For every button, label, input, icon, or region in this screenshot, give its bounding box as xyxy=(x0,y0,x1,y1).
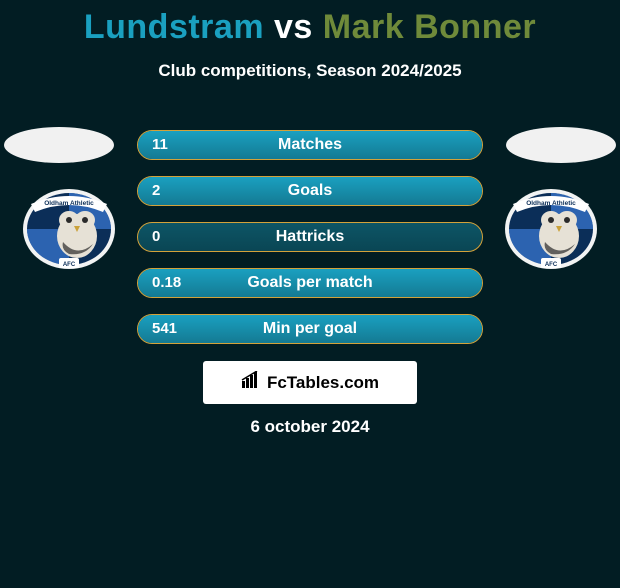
stat-label: Hattricks xyxy=(138,223,482,251)
stats-panel: 11Matches 2Goals 0Hattricks 0.18Goals per m… xyxy=(137,130,483,360)
stat-row: 541Min per goal xyxy=(137,314,483,344)
club-crest-left: Oldham Athletic AFC xyxy=(19,186,119,272)
stat-row: 0Hattricks xyxy=(137,222,483,252)
club-crest-right: Oldham Athletic AFC xyxy=(501,186,601,272)
brand-box: FcTables.com xyxy=(203,361,417,404)
title-player2: Mark Bonner xyxy=(323,8,536,46)
svg-text:Oldham Athletic: Oldham Athletic xyxy=(44,200,94,207)
stat-label: Matches xyxy=(138,131,482,159)
stat-label: Min per goal xyxy=(138,315,482,343)
svg-text:AFC: AFC xyxy=(63,262,76,268)
stat-label: Goals xyxy=(138,177,482,205)
stat-label: Goals per match xyxy=(138,269,482,297)
date-text: 6 october 2024 xyxy=(0,417,620,437)
chart-icon xyxy=(241,371,263,394)
svg-text:Oldham Athletic: Oldham Athletic xyxy=(526,200,576,207)
subtitle: Club competitions, Season 2024/2025 xyxy=(0,61,620,81)
stat-row: 2Goals xyxy=(137,176,483,206)
brand-text: FcTables.com xyxy=(267,373,379,393)
page-title: Lundstram vs Mark Bonner xyxy=(0,8,620,47)
svg-text:AFC: AFC xyxy=(545,262,558,268)
title-vs: vs xyxy=(264,8,323,46)
stat-row: 0.18Goals per match xyxy=(137,268,483,298)
title-player1: Lundstram xyxy=(84,8,264,46)
player-photo-right xyxy=(506,127,616,163)
stat-row: 11Matches xyxy=(137,130,483,160)
player-photo-left xyxy=(4,127,114,163)
